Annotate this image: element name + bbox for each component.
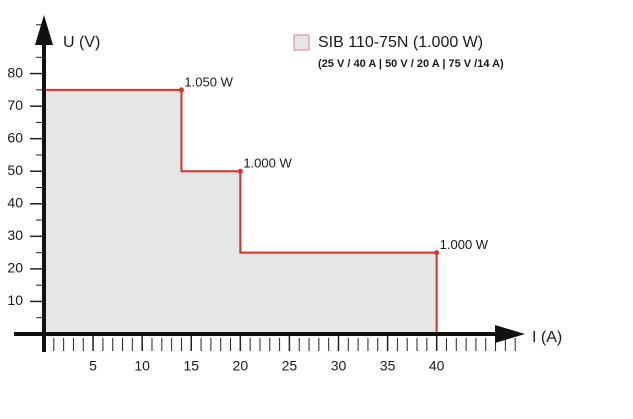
x-axis-label: I (A) [532,329,562,346]
y-tick-label: 60 [7,129,23,145]
annotation-point [178,87,184,93]
annotation: 1.050 W [184,74,233,89]
annotation: 1.000 W [440,237,489,252]
annotation-point [237,168,243,174]
x-tick-label: 35 [380,358,396,374]
y-tick-label: 80 [7,64,23,80]
y-tick-label: 40 [7,194,23,210]
y-tick-label: 10 [7,292,23,308]
x-tick-label: 30 [331,358,347,374]
y-tick-label: 30 [7,227,23,243]
x-axis-arrow [495,325,525,343]
y-tick-label: 70 [7,97,23,113]
y-tick-label: 20 [7,260,23,276]
x-tick-label: 15 [183,358,199,374]
x-tick-label: 40 [429,358,445,374]
annotation-point [434,250,440,256]
x-tick-label: 10 [134,358,150,374]
x-tick-label: 20 [233,358,249,374]
legend-subtitle: (25 V / 40 A | 50 V / 20 A | 75 V /14 A) [318,58,504,70]
annotation: 1.000 W [243,156,292,171]
x-tick-label: 5 [89,358,97,374]
x-tick-label: 25 [282,358,298,374]
legend-swatch [293,34,310,51]
y-tick-label: 50 [7,162,23,178]
y-axis-arrow [35,15,53,45]
legend-label: SIB 110-75N (1.000 W) [318,34,483,51]
y-axis-label: U (V) [63,34,100,51]
